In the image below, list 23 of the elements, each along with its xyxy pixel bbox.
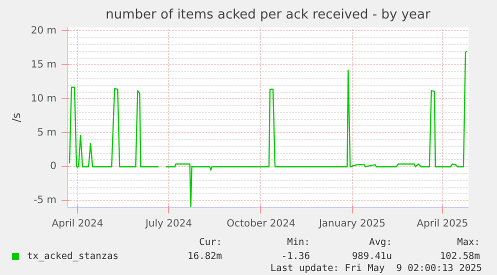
y-tick-label: 10 m [30,93,57,104]
text: 16.82m [188,250,222,264]
x-tick-label: April 2025 [416,218,468,230]
text: Min: [287,236,310,250]
text: Last update: Fri May 9 02:00:13 2025 [270,262,482,275]
y-tick-label: 20 m [30,25,57,36]
y-tick-label: 5 m [37,127,57,138]
text: -1.36 [281,250,310,264]
legend-label: tx_acked_stanzas [27,250,119,264]
chart-title: number of items acked per ack received - by year [106,8,431,22]
text: Cur: [199,236,222,250]
x-tick-label: April 2024 [52,218,104,230]
text: Avg: [369,236,392,250]
text: 102.58m [440,250,480,264]
x-tick-label: January 2025 [318,218,386,230]
y-tick-label: 15 m [30,59,57,70]
text: 989.41u [352,250,392,264]
y-tick-label: -5 m [34,195,56,206]
x-tick-label: July 2024 [144,218,192,230]
text: Max: [457,236,480,250]
x-tick-label: October 2024 [226,218,296,230]
y-axis-title: /s [10,112,23,122]
y-tick-label: 0 [50,161,57,172]
